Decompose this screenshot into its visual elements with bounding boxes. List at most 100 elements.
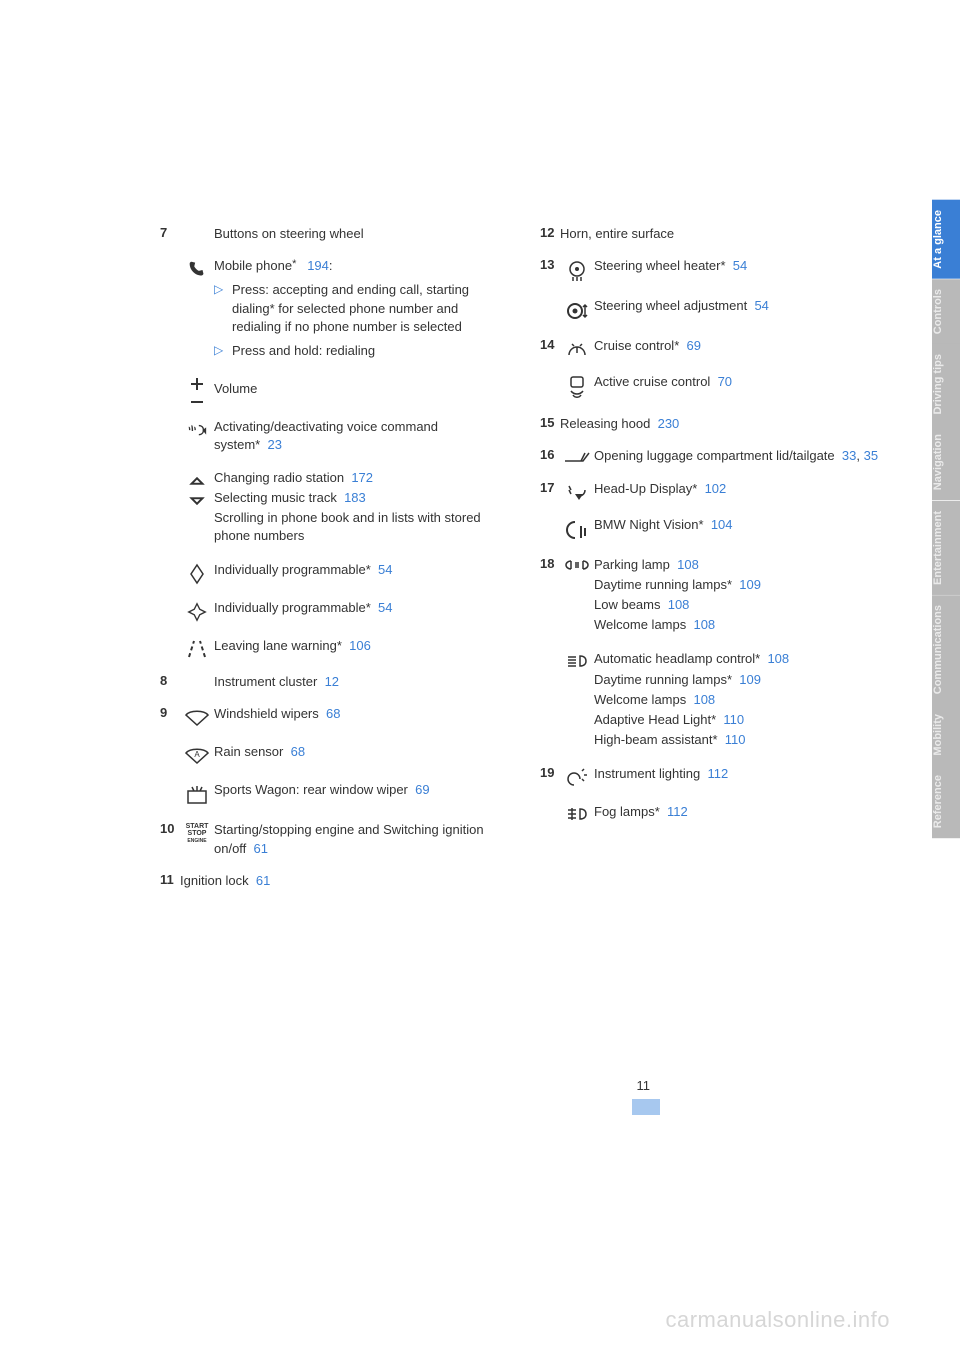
tab-mobility[interactable]: Mobility xyxy=(932,704,960,766)
triangle-icon: ▷ xyxy=(214,342,232,359)
tab-reference[interactable]: Reference xyxy=(932,765,960,838)
tab-driving-tips[interactable]: Driving tips xyxy=(932,344,960,425)
page-link[interactable]: 194 xyxy=(307,258,329,273)
page-link[interactable]: 54 xyxy=(754,298,768,313)
page-link[interactable]: 102 xyxy=(705,481,727,496)
diamond-icon xyxy=(180,561,214,585)
page-link[interactable]: 108 xyxy=(668,597,690,612)
page-link[interactable]: 108 xyxy=(693,692,715,707)
num-10: 10 xyxy=(160,821,180,836)
page-link[interactable]: 108 xyxy=(677,557,699,572)
entry-10: 10 STARTSTOPENGINE Starting/stopping eng… xyxy=(160,821,500,857)
label: Steering wheel heater* xyxy=(594,258,726,273)
fog-lamp-icon xyxy=(560,803,594,823)
entry-19a: 19 Instrument lighting 112 xyxy=(540,765,880,789)
lane-icon xyxy=(180,637,214,659)
page-number-bar xyxy=(632,1099,660,1115)
entry-12: 12 Horn, entire surface xyxy=(540,225,880,243)
side-tabs: At a glance Controls Driving tips Naviga… xyxy=(932,200,960,839)
num-8: 8 xyxy=(160,673,180,688)
num-13: 13 xyxy=(540,257,560,272)
num-11: 11 xyxy=(160,872,180,887)
page-link[interactable]: 69 xyxy=(687,338,701,353)
page-link[interactable]: 109 xyxy=(739,577,761,592)
num-12: 12 xyxy=(540,225,560,240)
entry-14a: 14 Cruise control* 69 xyxy=(540,337,880,359)
page-link[interactable]: 61 xyxy=(254,841,268,856)
entry-18b: Automatic headlamp control* 108 Daytime … xyxy=(540,650,880,751)
label: Horn, entire surface xyxy=(560,225,880,243)
page-link[interactable]: 54 xyxy=(733,258,747,273)
label: Head-Up Display* xyxy=(594,481,697,496)
label: Releasing hood xyxy=(560,416,650,431)
label: Leaving lane warning* xyxy=(214,638,342,653)
page-link[interactable]: 104 xyxy=(711,517,733,532)
page-link[interactable]: 110 xyxy=(723,712,744,727)
page-link[interactable]: 70 xyxy=(718,374,732,389)
label: Individually programmable* xyxy=(214,600,371,615)
tab-navigation[interactable]: Navigation xyxy=(932,424,960,500)
night-vision-icon xyxy=(560,516,594,542)
entry-7a: Mobile phone* 194: ▷ Press: accepting an… xyxy=(160,257,500,360)
page-link[interactable]: 69 xyxy=(415,782,429,797)
page-link[interactable]: 54 xyxy=(378,600,392,615)
entry-11: 11 Ignition lock 61 xyxy=(160,872,500,890)
page-link[interactable]: 110 xyxy=(725,732,746,747)
page-link[interactable]: 54 xyxy=(378,562,392,577)
entry-14b: Active cruise control 70 xyxy=(540,373,880,401)
watermark: carmanualsonline.info xyxy=(665,1307,890,1333)
entry-19b: Fog lamps* 112 xyxy=(540,803,880,823)
rear-wiper-icon xyxy=(180,781,214,807)
parking-lamp-icon xyxy=(560,556,594,572)
page-link[interactable]: 61 xyxy=(256,873,270,888)
cruise-icon xyxy=(560,337,594,359)
entry-7: 7 Buttons on steering wheel xyxy=(160,225,500,243)
page-link[interactable]: 183 xyxy=(344,490,366,505)
label: Activating/deactivating voice command sy… xyxy=(214,419,438,452)
active-cruise-icon xyxy=(560,373,594,401)
wheel-adjust-icon xyxy=(560,297,594,323)
page-link[interactable]: 230 xyxy=(658,416,680,431)
page-link[interactable]: 33 xyxy=(842,448,856,463)
entry-9a: 9 Windshield wipers 68 xyxy=(160,705,500,729)
num-18: 18 xyxy=(540,556,560,571)
columns: 7 Buttons on steering wheel Mobile phone… xyxy=(160,225,880,904)
tab-at-a-glance[interactable]: At a glance xyxy=(932,200,960,279)
entry-8: 8 Instrument cluster 12 xyxy=(160,673,500,691)
page-link[interactable]: 68 xyxy=(326,706,340,721)
page-link[interactable]: 12 xyxy=(325,674,339,689)
page-link[interactable]: 106 xyxy=(349,638,371,653)
page-link[interactable]: 35 xyxy=(864,448,878,463)
rain-sensor-icon: A xyxy=(180,743,214,767)
page-link[interactable]: 112 xyxy=(667,804,688,819)
entry-13b: Steering wheel adjustment 54 xyxy=(540,297,880,323)
page-link[interactable]: 68 xyxy=(291,744,305,759)
page-link[interactable]: 23 xyxy=(267,437,281,452)
hud-icon xyxy=(560,480,594,502)
wiper-icon xyxy=(180,705,214,729)
wheel-heat-icon xyxy=(560,257,594,283)
tab-controls[interactable]: Controls xyxy=(932,279,960,344)
page-link[interactable]: 172 xyxy=(351,470,373,485)
page-link[interactable]: 108 xyxy=(767,651,789,666)
entry-17a: 17 Head-Up Display* 102 xyxy=(540,480,880,502)
page-link[interactable]: 109 xyxy=(739,672,761,687)
page: 7 Buttons on steering wheel Mobile phone… xyxy=(0,0,960,1358)
phone-icon xyxy=(180,257,214,281)
label: Opening luggage compartment lid/tailgate xyxy=(594,448,835,463)
tab-communications[interactable]: Communications xyxy=(932,595,960,704)
entry-7c: Activating/deactivating voice command sy… xyxy=(160,418,500,454)
title-7: Buttons on steering wheel xyxy=(214,225,500,243)
tab-entertainment[interactable]: Entertainment xyxy=(932,501,960,595)
label: Mobile phone xyxy=(214,258,292,273)
entry-9c: Sports Wagon: rear window wiper 69 xyxy=(160,781,500,807)
page-link[interactable]: 112 xyxy=(707,766,728,781)
entry-17b: BMW Night Vision* 104 xyxy=(540,516,880,542)
entry-7e: Individually programmable* 54 xyxy=(160,561,500,585)
entry-7f: Individually programmable* 54 xyxy=(160,599,500,623)
entry-9b: A Rain sensor 68 xyxy=(160,743,500,767)
num-7: 7 xyxy=(160,225,180,240)
page-link[interactable]: 108 xyxy=(693,617,715,632)
entry-18a: 18 Parking lamp 108 Daytime running lamp… xyxy=(540,556,880,637)
num-16: 16 xyxy=(540,447,560,462)
